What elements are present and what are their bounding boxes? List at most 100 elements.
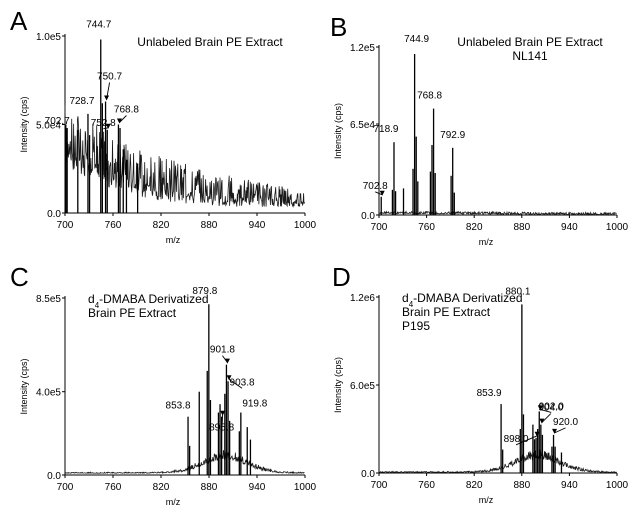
chart-title-line: NL141 (512, 49, 548, 63)
x-tick-label: 760 (105, 220, 122, 231)
peak-label: 752.8 (91, 118, 116, 129)
y-tick-label: 0.0 (361, 469, 375, 480)
peak-label: 768.8 (417, 91, 442, 102)
peak-label: 702.7 (45, 116, 70, 127)
y-tick-label: 5.0e4 (36, 121, 61, 132)
x-tick-label: 820 (466, 480, 483, 491)
x-tick-label: 1000 (294, 482, 317, 493)
arrow-head (105, 123, 111, 129)
peak-arrow (119, 115, 127, 123)
peak-label: 903.8 (230, 377, 255, 388)
y-axis-label: Intensity (cps) (19, 96, 29, 152)
peak-label: 901.8 (210, 345, 235, 356)
spectrum-trace (378, 449, 617, 474)
arrow-head (104, 95, 110, 101)
x-tick-label: 1000 (606, 480, 629, 491)
peak-label: 728.7 (69, 96, 94, 107)
x-tick-label: 760 (105, 482, 122, 493)
panel-label: A (10, 6, 28, 36)
x-tick-label: 700 (371, 480, 388, 491)
x-tick-label: 700 (371, 222, 388, 233)
x-tick-label: 820 (153, 220, 170, 231)
peak-label: 902.0 (539, 401, 564, 412)
peak-arrow (541, 413, 552, 423)
peak-label: 702.8 (363, 181, 388, 192)
peak-label: 880.1 (505, 286, 530, 297)
spectrum-trace (64, 450, 305, 475)
x-tick-label: 820 (466, 222, 483, 233)
arrow-head (116, 118, 122, 124)
x-tick-label: 820 (153, 482, 170, 493)
peak-label: 898.0 (504, 434, 529, 445)
x-tick-label: 760 (418, 222, 435, 233)
y-tick-label: 1.2e6 (350, 293, 375, 304)
y-tick-label: 4.0e5 (36, 388, 61, 399)
peak-label: 750.7 (97, 71, 122, 82)
chart-title-line: d4-DMABA Derivatized (88, 292, 209, 310)
x-tick-label: 940 (561, 222, 578, 233)
y-tick-label: 0.0 (47, 471, 61, 482)
chart-title-line: Brain PE Extract (88, 306, 177, 320)
x-tick-label: 1000 (606, 222, 629, 233)
y-axis-label: Intensity (cps) (19, 358, 29, 414)
spectrum-trace (64, 104, 305, 208)
peak-label: 792.9 (440, 130, 465, 141)
peak-label: 920.0 (553, 417, 578, 428)
chart-title-line: Unlabeled Brain PE Extract (457, 35, 603, 49)
panel-label: C (10, 262, 29, 292)
x-tick-label: 700 (57, 220, 74, 231)
y-axis-label: Intensity (cps) (333, 357, 343, 413)
chart-title-line: P195 (402, 319, 430, 333)
x-tick-label: 700 (57, 482, 74, 493)
peak-label: 853.9 (477, 388, 502, 399)
peak-arrow (515, 435, 538, 446)
chart-title-line: Brain PE Extract (402, 305, 491, 319)
x-tick-label: 1000 (294, 220, 317, 231)
x-tick-label: 940 (249, 220, 266, 231)
x-axis-label: m/z (479, 495, 494, 505)
peak-label: 768.8 (114, 105, 139, 116)
y-tick-label: 6.0e5 (350, 381, 375, 392)
x-axis-label: m/z (479, 237, 494, 247)
x-tick-label: 880 (201, 482, 218, 493)
y-tick-label: 1.0e5 (36, 32, 61, 43)
arrow-head (539, 418, 545, 424)
x-axis-label: m/z (166, 497, 181, 507)
panel-label: B (330, 12, 347, 42)
peak-label: 904.0 (538, 403, 563, 414)
x-tick-label: 880 (201, 220, 218, 231)
y-tick-label: 0.0 (361, 211, 375, 222)
y-tick-label: 1.2e5 (350, 43, 375, 54)
arrow-head (226, 375, 232, 381)
x-tick-label: 940 (561, 480, 578, 491)
arrow-head (534, 431, 540, 437)
peak-arrow (554, 427, 566, 434)
peak-label: 744.9 (404, 34, 429, 45)
peak-label: 744.7 (86, 20, 111, 31)
x-tick-label: 880 (513, 222, 530, 233)
arrow-head (220, 410, 226, 416)
y-tick-label: 8.5e5 (36, 294, 61, 305)
peak-label: 718.9 (373, 124, 398, 135)
peak-arrow (228, 378, 243, 389)
arrow-head (552, 428, 558, 434)
peak-label: 919.8 (242, 399, 267, 410)
y-tick-label: 6.5e4 (350, 120, 375, 131)
x-tick-label: 760 (418, 480, 435, 491)
x-tick-label: 940 (249, 482, 266, 493)
panel-label: D (332, 262, 351, 292)
chart-title-line: Unlabeled Brain PE Extract (137, 35, 283, 49)
peak-arrow (375, 191, 383, 196)
peak-arrow (103, 127, 109, 130)
arrow-head (379, 190, 385, 196)
x-tick-label: 880 (513, 480, 530, 491)
chart-title-line: d4-DMABA Derivatized (402, 291, 523, 309)
peak-label: 853.8 (166, 401, 191, 412)
arrow-head (224, 358, 230, 364)
spectrum-trace (378, 210, 617, 217)
